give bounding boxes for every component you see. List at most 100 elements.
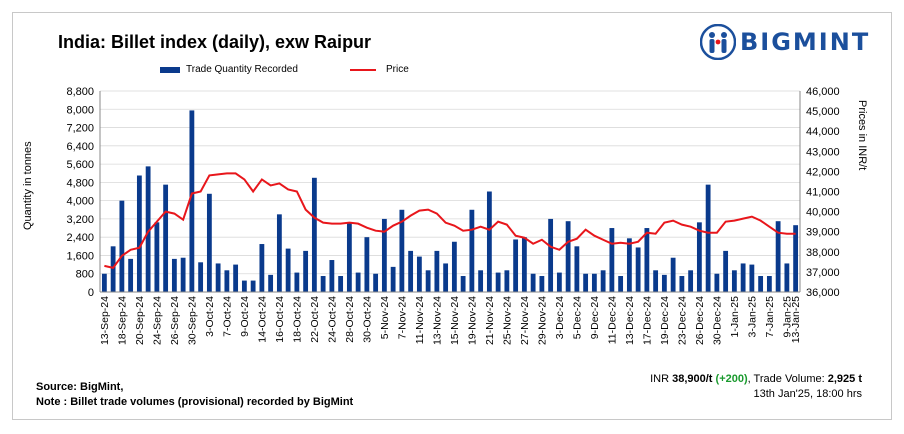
x-tick-label: 24-Sep-24	[151, 296, 163, 345]
quantity-bar	[250, 280, 256, 292]
chart-title: India: Billet index (daily), exw Raipur	[58, 32, 372, 52]
quantity-bar	[355, 272, 361, 292]
legend-label-price: Price	[386, 64, 409, 75]
price-line	[104, 172, 796, 270]
quantity-bar	[145, 166, 151, 292]
quantity-bar	[513, 239, 519, 292]
x-tick-label: 5-Nov-24	[379, 296, 391, 339]
quantity-bar	[180, 257, 186, 292]
quantity-bar	[268, 274, 274, 292]
quantity-bar	[653, 270, 659, 292]
quantity-bar	[329, 260, 335, 292]
x-tick-label: 5-Dec-24	[571, 296, 583, 339]
x-tick-label: 16-Oct-24	[274, 296, 286, 343]
x-tick-label: 24-Oct-24	[326, 296, 338, 343]
x-tick-label: 3-Jan-25	[746, 296, 758, 338]
x-tick-label: 17-Dec-24	[641, 296, 653, 345]
quantity-bar	[119, 200, 125, 292]
volume-value: 2,925 t	[827, 373, 862, 385]
x-tick-label: 25-Nov-24	[501, 296, 513, 345]
price-prefix: INR	[650, 373, 673, 385]
x-tick-label: 9-Dec-24	[589, 296, 601, 339]
quantity-bar	[408, 250, 414, 292]
x-tick-label: 30-Sep-24	[186, 296, 198, 345]
y-tick-label-right: 43,000	[806, 146, 840, 158]
x-tick-label: 13-Sep-24	[99, 296, 111, 345]
quantity-bar	[565, 221, 571, 292]
y-tick-label-right: 40,000	[806, 207, 840, 219]
quantity-bar	[661, 274, 667, 292]
quantity-bar	[670, 257, 676, 292]
quantity-bar	[705, 184, 711, 292]
quantity-bar	[259, 244, 265, 292]
x-tick-label: 21-Nov-24	[484, 296, 496, 345]
quantity-bar	[399, 209, 405, 292]
x-tick-label: 11-Nov-24	[414, 296, 426, 344]
quantity-bar	[766, 276, 772, 292]
quantity-bar	[390, 266, 396, 292]
quantity-bar	[696, 222, 702, 292]
footer-info: INR 38,900/t (+200), Trade Volume: 2,925…	[650, 372, 862, 402]
quantity-bar	[163, 184, 169, 292]
x-tick-label: 3-Dec-24	[554, 296, 566, 339]
x-tick-label: 7-Nov-24	[396, 296, 408, 339]
x-tick-label: 13-Dec-24	[624, 296, 636, 345]
x-tick-label: 9-Oct-24	[239, 296, 251, 337]
price-value: 38,900/t	[672, 373, 713, 385]
quantity-bar	[434, 250, 440, 292]
quantity-bar	[749, 264, 755, 292]
quantity-bar	[451, 241, 457, 292]
y-tick-label-left: 800	[76, 269, 94, 281]
quantity-bar	[346, 223, 352, 292]
x-tick-label: 30-Dec-24	[711, 296, 723, 345]
quantity-bar	[154, 222, 160, 292]
x-tick-label: 30-Oct-24	[361, 296, 373, 343]
quantity-bar	[425, 270, 431, 292]
x-tick-label: 13-Nov-24	[431, 296, 443, 345]
quantity-bar	[591, 273, 597, 292]
y-tick-label-right: 42,000	[806, 166, 840, 178]
price-summary: INR 38,900/t (+200), Trade Volume: 2,925…	[650, 372, 862, 387]
quantity-bar	[556, 272, 562, 292]
legend-swatch-line	[350, 69, 376, 71]
quantity-bar	[338, 276, 344, 292]
quantity-bar	[731, 270, 737, 292]
quantity-bar	[416, 256, 422, 292]
x-tick-label: 1-Jan-25	[729, 296, 741, 338]
quantity-bar	[539, 276, 545, 292]
brand-name: BIGMINT	[740, 28, 871, 56]
x-tick-label: 7-Oct-24	[221, 296, 233, 337]
x-tick-label: 27-Nov-24	[519, 296, 531, 345]
y-tick-label-left: 2,400	[66, 232, 94, 244]
quantity-bar	[618, 276, 624, 292]
quantity-bar	[443, 263, 449, 292]
quantity-bar	[364, 237, 370, 292]
y-tick-label-right: 37,000	[806, 267, 840, 279]
quantity-bar	[136, 175, 142, 292]
y-tick-label-left: 0	[88, 287, 94, 299]
y-tick-label-right: 44,000	[806, 126, 840, 138]
quantity-bar	[189, 110, 195, 293]
x-tick-label: 26-Sep-24	[169, 296, 181, 345]
y-tick-label-right: 39,000	[806, 227, 840, 239]
y-tick-label-left: 4,000	[66, 196, 94, 208]
quantity-bar	[723, 250, 729, 292]
quantity-bar	[460, 276, 466, 292]
quantity-bar	[215, 263, 221, 292]
x-tick-label: 22-Oct-24	[309, 296, 321, 343]
quantity-bar	[478, 270, 484, 292]
quantity-bar	[714, 273, 720, 292]
source-text: Source: BigMint,	[36, 381, 124, 393]
quantity-bar	[504, 270, 510, 292]
y-tick-label-right: 36,000	[806, 287, 840, 299]
volume-label: , Trade Volume:	[747, 373, 828, 385]
bigmint-logo: BIGMINT	[699, 23, 871, 61]
quantity-bar	[600, 270, 606, 292]
y-tick-label-left: 5,600	[66, 159, 94, 171]
quantity-bar	[548, 218, 554, 292]
quantity-bar	[775, 221, 781, 292]
bigmint-logo-icon	[699, 23, 737, 61]
x-tick-label: 23-Dec-24	[676, 296, 688, 345]
quantity-bar	[224, 270, 230, 292]
